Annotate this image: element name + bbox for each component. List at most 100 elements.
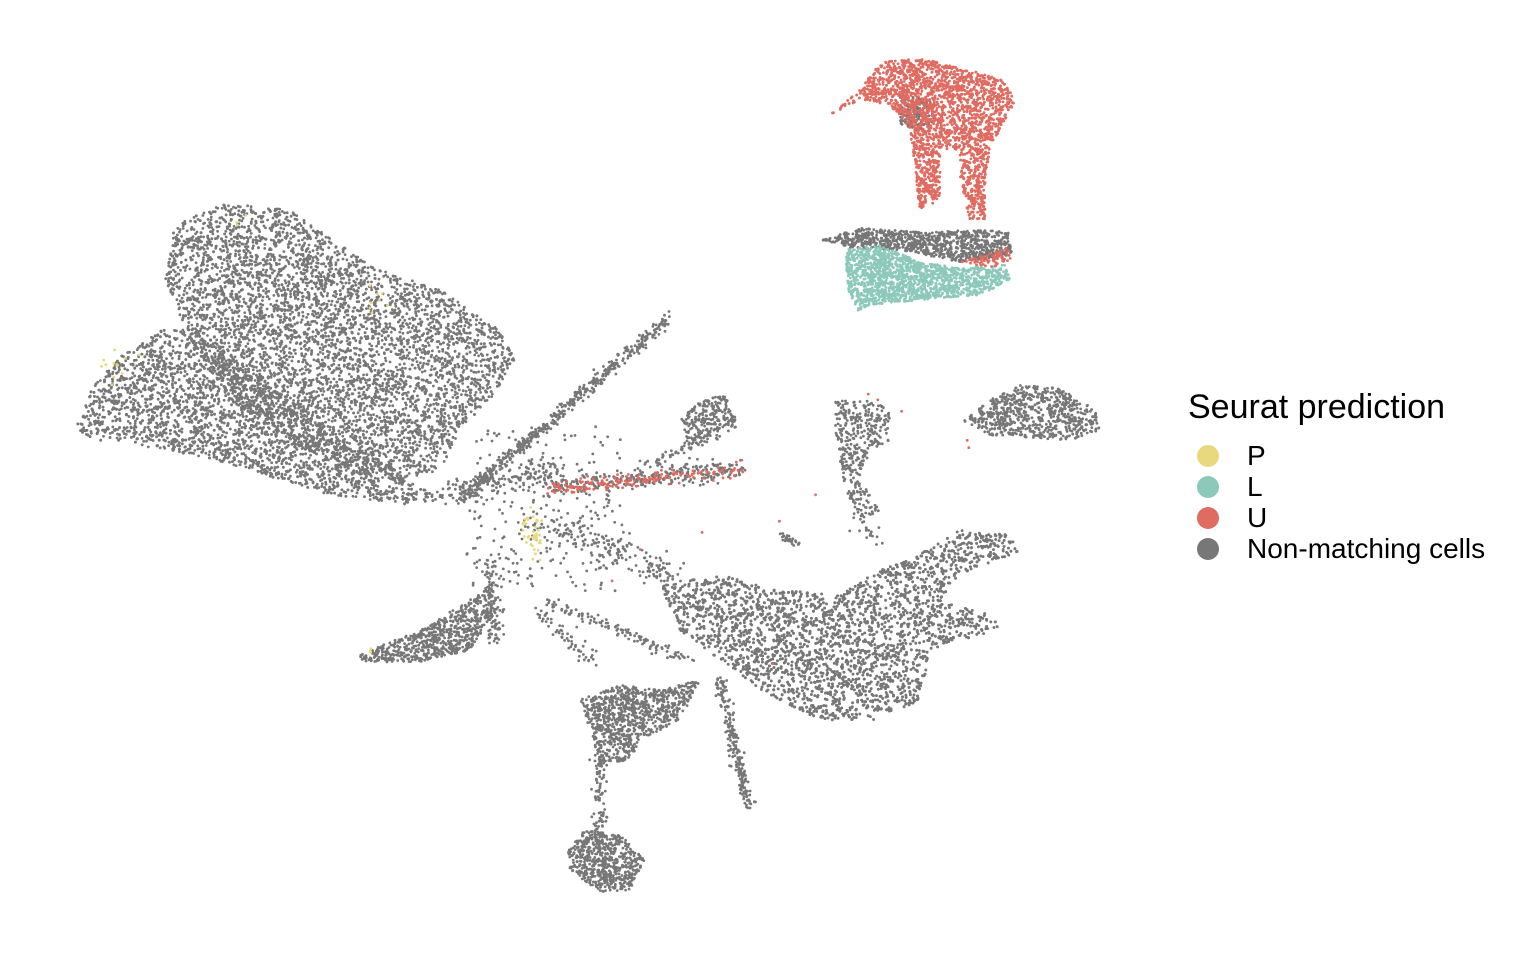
cell-point xyxy=(177,266,180,269)
cell-point xyxy=(334,263,337,266)
cell-point xyxy=(441,437,444,440)
cell-point xyxy=(416,340,419,343)
cell-point xyxy=(352,337,355,340)
cell-point xyxy=(331,256,334,259)
cell-point xyxy=(431,321,434,324)
cell-point xyxy=(348,266,351,269)
cell-point xyxy=(489,357,492,360)
cell-point xyxy=(443,435,446,438)
cell-point xyxy=(303,372,306,375)
cell-point xyxy=(414,387,417,390)
cell-point xyxy=(480,398,483,401)
cell-point xyxy=(479,391,482,394)
cell-point xyxy=(499,343,502,346)
cell-point xyxy=(434,333,437,336)
cell-point xyxy=(291,356,294,359)
cell-point xyxy=(317,374,320,377)
cell-point xyxy=(344,296,347,299)
cell-point xyxy=(301,361,304,364)
cell-point xyxy=(411,292,414,295)
cell-point xyxy=(310,272,313,275)
cell-point xyxy=(228,265,231,268)
cell-point xyxy=(364,352,367,355)
cell-point xyxy=(418,441,421,444)
cell-point xyxy=(308,404,311,407)
cell-point xyxy=(376,415,379,418)
cell-point xyxy=(360,337,363,340)
cell-point xyxy=(335,347,338,350)
cell-point xyxy=(412,435,415,438)
cell-point xyxy=(297,298,300,301)
cell-point xyxy=(411,279,414,282)
cell-point xyxy=(301,368,304,371)
cell-point xyxy=(179,269,182,272)
cell-point xyxy=(327,413,330,416)
cell-point xyxy=(283,250,286,253)
cell-point xyxy=(297,231,300,234)
cell-point xyxy=(207,218,210,221)
cell-point xyxy=(425,328,428,331)
cell-point xyxy=(354,435,357,438)
cell-point xyxy=(265,263,268,266)
cell-point xyxy=(202,261,205,264)
cell-point xyxy=(390,370,393,373)
cell-point xyxy=(338,327,341,330)
cell-point xyxy=(458,389,461,392)
cell-point xyxy=(266,308,269,311)
cell-point xyxy=(347,397,350,400)
cell-point xyxy=(292,399,295,402)
cell-point xyxy=(428,297,431,300)
cell-point xyxy=(288,275,291,278)
cell-point xyxy=(287,364,290,367)
cell-point xyxy=(303,431,306,434)
cell-point xyxy=(432,292,435,295)
cell-point xyxy=(268,369,271,372)
cell-point xyxy=(167,264,170,267)
cell-point xyxy=(306,333,309,336)
cell-point xyxy=(293,235,296,238)
cell-point xyxy=(278,231,281,234)
cell-point xyxy=(367,296,370,299)
cell-point xyxy=(372,364,375,367)
cell-point xyxy=(339,397,342,400)
cell-point xyxy=(490,395,493,398)
cell-point xyxy=(178,231,181,234)
cell-point xyxy=(470,389,473,392)
cell-point xyxy=(345,349,348,352)
cell-point xyxy=(457,320,460,323)
cell-point xyxy=(346,366,349,369)
cell-point xyxy=(449,405,452,408)
cell-point xyxy=(296,373,299,376)
cell-point xyxy=(238,309,241,312)
cell-point xyxy=(234,356,237,359)
cell-point xyxy=(438,436,441,439)
cell-point xyxy=(431,470,434,473)
cell-point xyxy=(383,352,386,355)
cell-point xyxy=(455,431,458,434)
cell-point xyxy=(335,400,338,403)
cell-point xyxy=(227,268,230,271)
cell-point xyxy=(333,251,336,254)
cell-point xyxy=(255,366,258,369)
cell-point xyxy=(305,432,308,435)
cell-point xyxy=(393,396,396,399)
cell-point xyxy=(400,292,403,295)
cell-point xyxy=(333,275,336,278)
cell-point xyxy=(305,296,308,299)
cell-point xyxy=(245,345,248,348)
cell-point xyxy=(275,231,278,234)
cell-point xyxy=(280,289,283,292)
cell-point xyxy=(289,341,292,344)
cell-point xyxy=(384,271,387,274)
cell-point xyxy=(321,348,324,351)
cell-point xyxy=(350,408,353,411)
cell-point xyxy=(206,334,209,337)
cell-point xyxy=(272,217,275,220)
cell-point xyxy=(229,329,232,332)
cell-point xyxy=(324,332,327,335)
cell-point xyxy=(310,391,313,394)
cell-point xyxy=(484,376,487,379)
cell-point xyxy=(183,290,186,293)
cell-point xyxy=(383,343,386,346)
cell-point xyxy=(329,258,332,261)
